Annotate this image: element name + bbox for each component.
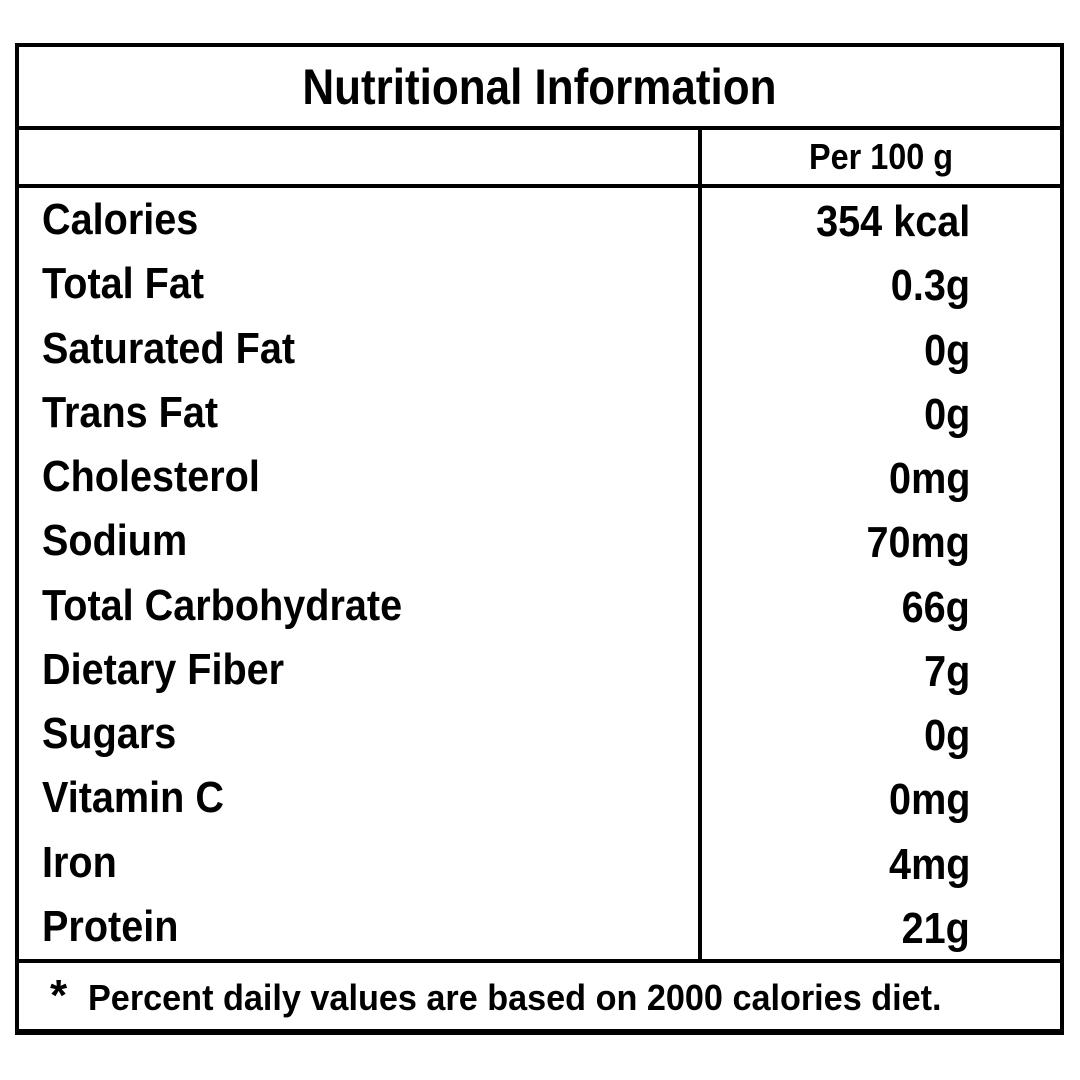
header-empty-cell (19, 130, 702, 184)
label-cell: Iron (19, 830, 702, 895)
label-cell: Calories (19, 188, 702, 253)
nutrient-value: 0g (923, 711, 970, 761)
nutrient-value: 7g (923, 646, 970, 696)
table-row-cholesterol: Cholesterol 0mg (19, 445, 1060, 510)
table-title: Nutritional Information (302, 58, 777, 115)
nutrient-value: 66g (901, 582, 970, 632)
value-cell: 354 kcal (702, 188, 1060, 252)
divider-below-title (19, 126, 1060, 130)
column-header-row: Per 100 g (19, 130, 1060, 184)
value-cell: 0g (702, 381, 1060, 445)
value-cell: 0mg (702, 766, 1060, 830)
table-row-iron: Iron 4mg (19, 830, 1060, 895)
value-cell: 0g (702, 317, 1060, 381)
table-row-total-fat: Total Fat 0.3g (19, 252, 1060, 317)
footnote: * Percent daily values are based on 2000 … (19, 971, 987, 1021)
value-cell: 66g (702, 574, 1060, 638)
nutrient-label: Total Carbohydrate (42, 580, 403, 630)
table-row-protein: Protein 21g (19, 894, 1060, 959)
value-cell: 0g (702, 702, 1060, 766)
label-cell: Sugars (19, 702, 702, 767)
label-cell: Total Carbohydrate (19, 573, 702, 638)
nutrient-label: Protein (42, 901, 179, 951)
label-cell: Dietary Fiber (19, 637, 702, 702)
column-header-per-100g: Per 100 g (808, 136, 954, 177)
nutrient-value: 21g (901, 903, 970, 953)
table-row-dietary-fiber: Dietary Fiber 7g (19, 637, 1060, 702)
nutrient-value: 0g (923, 325, 970, 375)
value-cell: 21g (702, 895, 1060, 959)
table-row-vitamin-c: Vitamin C 0mg (19, 766, 1060, 831)
divider-below-header (19, 184, 1060, 188)
header-amount-cell: Per 100 g (702, 130, 1060, 184)
table-row-total-carbohydrate: Total Carbohydrate 66g (19, 573, 1060, 638)
label-cell: Total Fat (19, 252, 702, 317)
nutrient-value: 354 kcal (815, 197, 970, 247)
nutrient-label: Cholesterol (42, 452, 260, 502)
value-cell: 0mg (702, 445, 1060, 509)
divider-above-footnote (19, 959, 1060, 963)
nutrient-value: 70mg (866, 518, 970, 568)
value-cell: 7g (702, 638, 1060, 702)
label-cell: Trans Fat (19, 380, 702, 445)
table-row-calories: Calories 354 kcal (19, 188, 1060, 253)
label-cell: Saturated Fat (19, 316, 702, 381)
nutrient-label: Dietary Fiber (42, 644, 285, 694)
nutrient-label: Saturated Fat (42, 323, 296, 373)
nutrient-value: 0mg (888, 454, 970, 504)
label-cell: Protein (19, 894, 702, 959)
nutrient-value: 0mg (888, 775, 970, 825)
nutrient-label: Vitamin C (42, 773, 224, 823)
table-title-row: Nutritional Information (19, 47, 1060, 126)
nutrient-value: 4mg (888, 839, 970, 889)
nutrient-rows: Calories 354 kcal Total Fat 0.3g Saturat… (19, 188, 1060, 959)
table-row-sodium: Sodium 70mg (19, 509, 1060, 574)
table-row-saturated-fat: Saturated Fat 0g (19, 316, 1060, 381)
nutrition-facts-table: Nutritional Information Per 100 g Calori… (15, 43, 1064, 1035)
table-row-trans-fat: Trans Fat 0g (19, 380, 1060, 445)
nutrient-label: Sodium (42, 516, 188, 566)
footnote-row: * Percent daily values are based on 2000 … (19, 963, 1060, 1029)
value-cell: 4mg (702, 831, 1060, 895)
label-cell: Sodium (19, 509, 702, 574)
nutrient-label: Sugars (42, 709, 177, 759)
table-row-sugars: Sugars 0g (19, 702, 1060, 767)
value-cell: 0.3g (702, 252, 1060, 316)
nutrient-label: Trans Fat (42, 387, 219, 437)
footnote-text: Percent daily values are based on 2000 c… (88, 977, 942, 1018)
nutrient-label: Iron (42, 837, 117, 887)
label-cell: Vitamin C (19, 766, 702, 831)
nutrient-label: Calories (42, 195, 199, 245)
value-cell: 70mg (702, 509, 1060, 573)
nutrient-label: Total Fat (42, 259, 205, 309)
nutrient-value: 0.3g (890, 261, 970, 311)
nutrient-value: 0g (923, 389, 970, 439)
asterisk-marker: * (50, 971, 68, 1020)
label-cell: Cholesterol (19, 445, 702, 510)
